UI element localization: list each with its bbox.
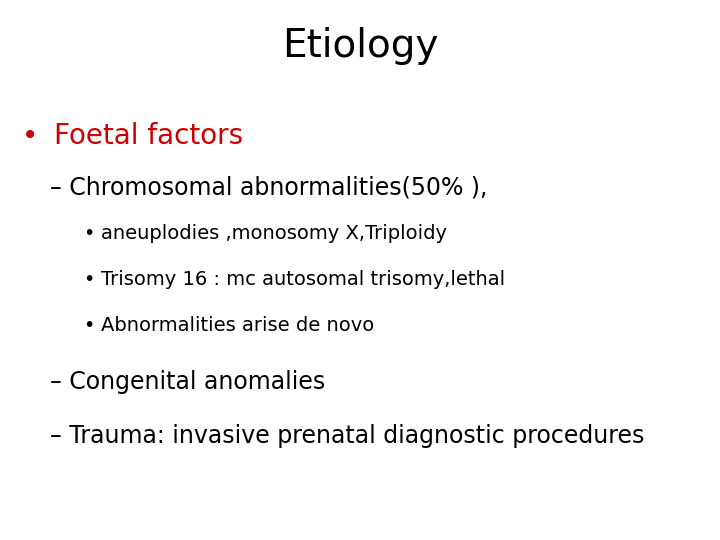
- Text: •: •: [83, 224, 94, 243]
- Text: Etiology: Etiology: [282, 27, 438, 65]
- Text: – Chromosomal abnormalities(50% ),: – Chromosomal abnormalities(50% ),: [50, 176, 487, 199]
- Text: Abnormalities arise de novo: Abnormalities arise de novo: [101, 316, 374, 335]
- Text: – Trauma: invasive prenatal diagnostic procedures: – Trauma: invasive prenatal diagnostic p…: [50, 424, 645, 448]
- Text: Foetal factors: Foetal factors: [54, 122, 243, 150]
- Text: •: •: [83, 270, 94, 289]
- Text: Trisomy 16 : mc autosomal trisomy,lethal: Trisomy 16 : mc autosomal trisomy,lethal: [101, 270, 505, 289]
- Text: •: •: [83, 316, 94, 335]
- Text: aneuplodies ,monosomy X,Triploidy: aneuplodies ,monosomy X,Triploidy: [101, 224, 447, 243]
- Text: – Congenital anomalies: – Congenital anomalies: [50, 370, 325, 394]
- Text: •: •: [22, 122, 38, 150]
